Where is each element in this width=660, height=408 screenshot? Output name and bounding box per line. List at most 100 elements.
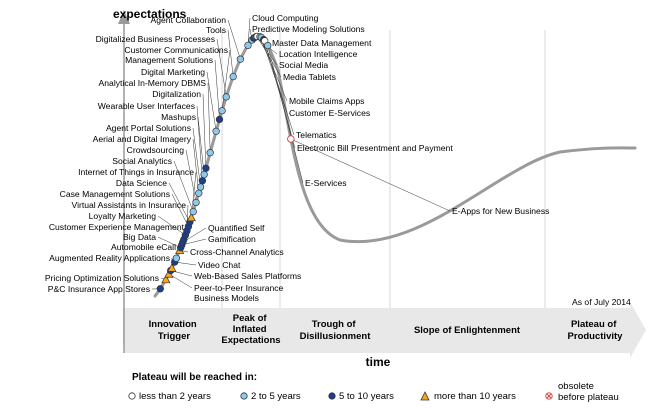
technology-marker [192, 198, 200, 207]
technology-label: Media Tablets [283, 72, 336, 82]
legend-marker-gt10 [420, 391, 430, 401]
legend-marker-2to5 [240, 392, 248, 400]
technology-marker [161, 274, 171, 284]
technology-marker [236, 55, 245, 63]
legend-marker-lt2 [128, 392, 136, 400]
technology-marker [218, 107, 226, 115]
technology-label: Predictive Modeling Solutions [252, 24, 365, 34]
technology-label: Customer E-Services [289, 108, 370, 118]
technology-marker [189, 207, 197, 216]
leader-line [247, 17, 251, 46]
phase-line: Plateau of [571, 319, 617, 330]
technology-label: Virtual Assistants in Insurance [72, 200, 187, 210]
legend-label-2to5: 2 to 5 years [251, 391, 301, 402]
technology-label: Loyalty Marketing [89, 211, 157, 221]
phase-peak: Peak of Inflated Expectations [221, 313, 280, 346]
technology-label: Gamification [208, 234, 256, 244]
technology-label: Video Chat [198, 260, 241, 270]
technology-label: Digitalization [152, 89, 201, 99]
legend-label-obsolete-2: before plateau [558, 392, 619, 403]
y-axis-arrowhead [118, 10, 130, 24]
x-axis-label: time [366, 355, 391, 369]
as-of-date: As of July 2014 [572, 297, 631, 307]
phase-line: Disillusionment [300, 331, 372, 342]
leader-line [290, 138, 451, 212]
leader-line [261, 37, 288, 114]
phase-line: Inflated [233, 324, 267, 335]
phase-line: Trigger [158, 331, 191, 342]
leader-line [267, 45, 304, 184]
phase-plateau: Plateau of Productivity [568, 319, 624, 342]
leader-line [157, 215, 186, 236]
leader-line [202, 93, 207, 169]
technology-label: Master Data Management [272, 38, 372, 48]
technology-marker [198, 177, 207, 185]
technology-marker [167, 263, 177, 272]
leader-line [227, 19, 241, 60]
technology-marker [200, 170, 208, 179]
phase-line: Trough of [312, 319, 357, 330]
technology-label: Digitalized Business Processes [96, 34, 215, 44]
leader-line [171, 193, 189, 227]
technology-label: E-Services [305, 178, 347, 188]
legend-label-gt10: more than 10 years [434, 391, 516, 402]
technology-marker [287, 135, 295, 143]
technology-marker [222, 93, 230, 101]
hype-curve [153, 35, 637, 298]
technology-label: Wearable User Interfaces [98, 101, 195, 111]
technology-marker [212, 127, 220, 135]
technology-marker [172, 254, 181, 262]
phase-line: Expectations [221, 335, 280, 346]
phase-line: Peak of [233, 313, 268, 324]
technology-label: Location Intelligence [279, 49, 358, 59]
leader-line [207, 82, 211, 153]
technology-label: Telematics [296, 130, 337, 140]
phase-labels: Innovation Trigger Peak of Inflated Expe… [149, 313, 623, 346]
technology-label: Big Data [123, 232, 156, 242]
technology-label: Mobile Claims Apps [289, 96, 364, 106]
technology-label: Digital Marketing [141, 67, 205, 77]
leader-lines [151, 17, 451, 290]
technology-label: Tools [206, 25, 226, 35]
phase-band [124, 308, 630, 353]
technology-label: Customer Experience Management [49, 222, 185, 232]
legend-label-lt2: less than 2 years [139, 391, 211, 402]
phase-trough: Trough of Disillusionment [300, 319, 372, 342]
legend-obsolete-x [546, 393, 552, 399]
technology-label: Data Science [116, 178, 167, 188]
phase-slope: Slope of Enlightenment [414, 325, 521, 336]
technology-label: Agent Portal Solutions [106, 123, 191, 133]
technology-label-line: Business Models [194, 293, 259, 303]
leader-line [196, 105, 203, 181]
technology-label: Augmented Reality Applications [49, 253, 170, 263]
technology-label: Aerial and Digital Imagery [93, 134, 192, 144]
technology-markers [156, 32, 295, 293]
technology-label: Agent Collaboration [151, 15, 227, 25]
technology-label: Management Solutions [125, 55, 213, 65]
leader-line [216, 38, 227, 97]
leader-line [227, 29, 234, 77]
leader-line [197, 116, 205, 175]
technology-marker [229, 72, 237, 81]
leader-line [157, 236, 181, 248]
technology-marker [195, 189, 203, 197]
technology-label: Peer-to-Peer Insurance Business Models [194, 283, 284, 303]
technology-marker [244, 41, 252, 50]
technology-label: Automobile eCall [111, 242, 176, 252]
technology-label: Cross-Channel Analytics [190, 247, 284, 257]
technology-label: Electronic Bill Presentment and Payment [297, 143, 453, 153]
technology-marker [156, 285, 164, 293]
legend: Plateau will be reached in: less than 2 … [128, 372, 619, 403]
technology-marker [196, 183, 205, 191]
technology-label: Crowdsourcing [127, 145, 185, 155]
technology-label: Cloud Computing [252, 13, 319, 23]
technology-marker [186, 212, 196, 222]
legend-label-obsolete-1: obsolete [558, 381, 594, 392]
technology-label: Quantified Self [208, 223, 265, 233]
leader-line [185, 149, 197, 203]
legend-marker-5to10 [328, 392, 336, 400]
leader-line [206, 71, 217, 132]
leader-line [264, 40, 296, 149]
